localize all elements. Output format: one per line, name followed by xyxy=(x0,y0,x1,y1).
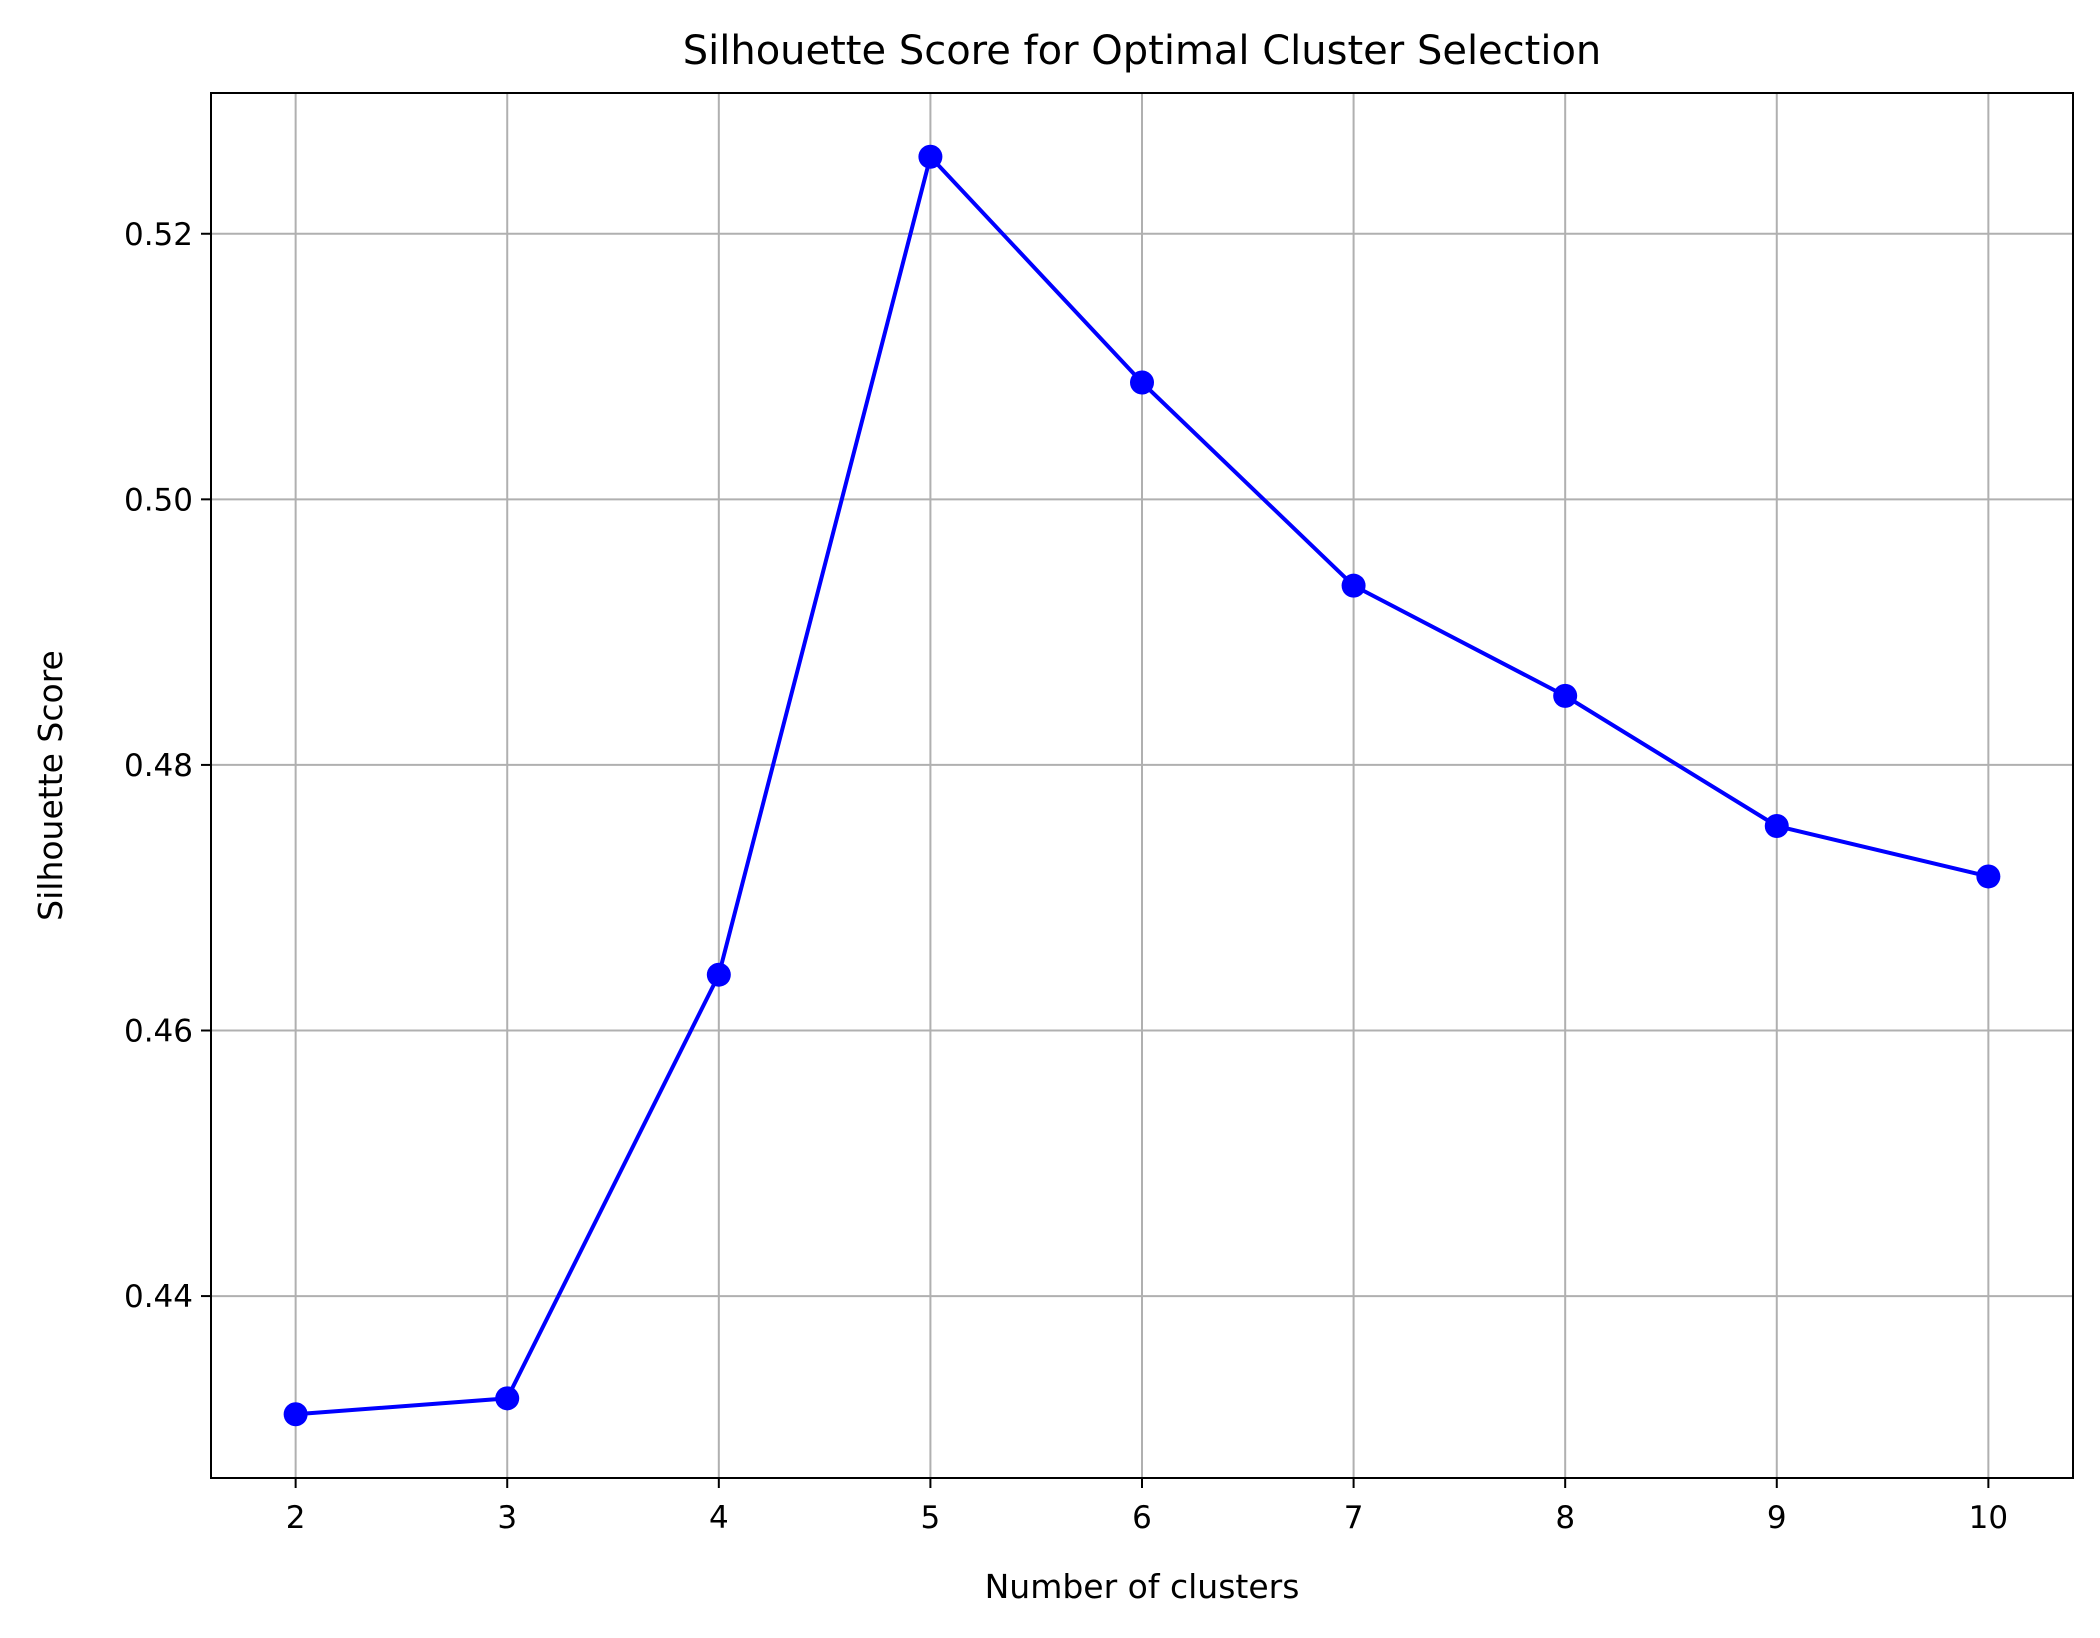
data-point xyxy=(495,1386,520,1411)
x-tick-label: 7 xyxy=(1344,1500,1364,1536)
series-layer xyxy=(283,144,2001,1427)
y-tick-label: 0.48 xyxy=(124,748,193,784)
y-tick-label: 0.46 xyxy=(124,1013,193,1049)
x-tick-label: 9 xyxy=(1767,1500,1787,1536)
x-tick-label: 2 xyxy=(286,1500,306,1536)
ticks: 2 3 4 5 6 7 8 9 10 0.44 0.46 0.48 0.50 0.52 xyxy=(124,217,2008,1536)
data-point xyxy=(706,962,731,987)
chart-title: Silhouette Score for Optimal Cluster Sel… xyxy=(683,28,1602,74)
data-point xyxy=(1764,814,1789,839)
data-point xyxy=(1976,864,2001,889)
y-tick-label: 0.50 xyxy=(124,482,193,518)
data-point xyxy=(1553,683,1578,708)
x-tick-label: 6 xyxy=(1132,1500,1152,1536)
data-point xyxy=(1130,370,1154,395)
y-axis-label: Silhouette Score xyxy=(31,650,70,921)
x-tick-label: 8 xyxy=(1555,1500,1575,1536)
x-tick-label: 3 xyxy=(497,1500,517,1536)
y-tick-label: 0.44 xyxy=(124,1279,193,1315)
x-tick-label: 4 xyxy=(709,1500,729,1536)
data-point xyxy=(918,144,943,169)
data-point xyxy=(1341,573,1366,598)
x-tick-label: 5 xyxy=(921,1500,941,1536)
x-tick-label: 10 xyxy=(1969,1500,2008,1536)
x-axis-label: Number of clusters xyxy=(985,1567,1300,1606)
y-tick-label: 0.52 xyxy=(124,217,193,253)
data-point xyxy=(283,1402,308,1427)
grid xyxy=(211,93,2073,1478)
